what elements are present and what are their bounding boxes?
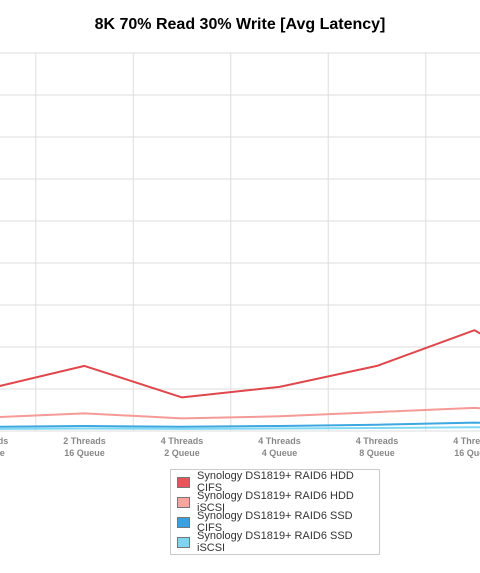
x-tick-label: 4 Queue (262, 448, 298, 458)
legend-item[interactable]: Synology DS1819+ RAID6 HDD iSCSI (171, 490, 379, 514)
x-tick-label: 16 Queue (64, 448, 105, 458)
x-tick-label: 4 Threads (453, 436, 480, 446)
x-tick-label: 16 Queue (454, 448, 480, 458)
x-axis-tick-labels: 2 Threads 4 Queue 2 Threads 16 Queue 4 Threa… (0, 436, 480, 458)
legend-label: Synology DS1819+ RAID6 SSD CIFS (197, 510, 353, 534)
legend-swatch (177, 536, 190, 548)
series-line (0, 329, 480, 399)
series-lines (0, 329, 480, 430)
x-tick-label: 2 Queue (164, 448, 200, 458)
legend-swatch (177, 476, 190, 488)
x-tick-label: 4 Threads (258, 436, 301, 446)
legend-label: Synology DS1819+ RAID6 SSD iSCSI (197, 530, 353, 554)
legend-swatch (177, 496, 190, 508)
chart-title: 8K 70% Read 30% Write [Avg Latency] (94, 16, 386, 33)
x-tick-label: 2 Threads (0, 436, 8, 446)
legend: Synology DS1819+ RAID6 HDD CIFS Synology … (170, 469, 380, 555)
legend-item[interactable]: Synology DS1819+ RAID6 HDD CIFS (171, 470, 379, 494)
x-tick-label: 4 Queue (0, 448, 5, 458)
legend-item[interactable]: Synology DS1819+ RAID6 SSD iSCSI (171, 530, 379, 554)
series-line (0, 406, 480, 420)
x-tick-label: 2 Threads (63, 436, 106, 446)
legend-label: Synology DS1819+ RAID6 HDD CIFS (197, 470, 354, 494)
legend-item[interactable]: Synology DS1819+ RAID6 SSD CIFS (171, 510, 379, 534)
series-line (0, 421, 480, 428)
x-tick-label: 8 Queue (359, 448, 395, 458)
line-chart-plot: 2 Threads 4 Queue 2 Threads 16 Queue 4 Threa… (0, 52, 480, 458)
legend-swatch (177, 516, 190, 528)
grid-lines (0, 52, 480, 432)
series-line (0, 426, 480, 430)
x-tick-label: 4 Threads (161, 436, 204, 446)
legend-label: Synology DS1819+ RAID6 HDD iSCSI (197, 490, 354, 514)
x-tick-label: 4 Threads (356, 436, 399, 446)
